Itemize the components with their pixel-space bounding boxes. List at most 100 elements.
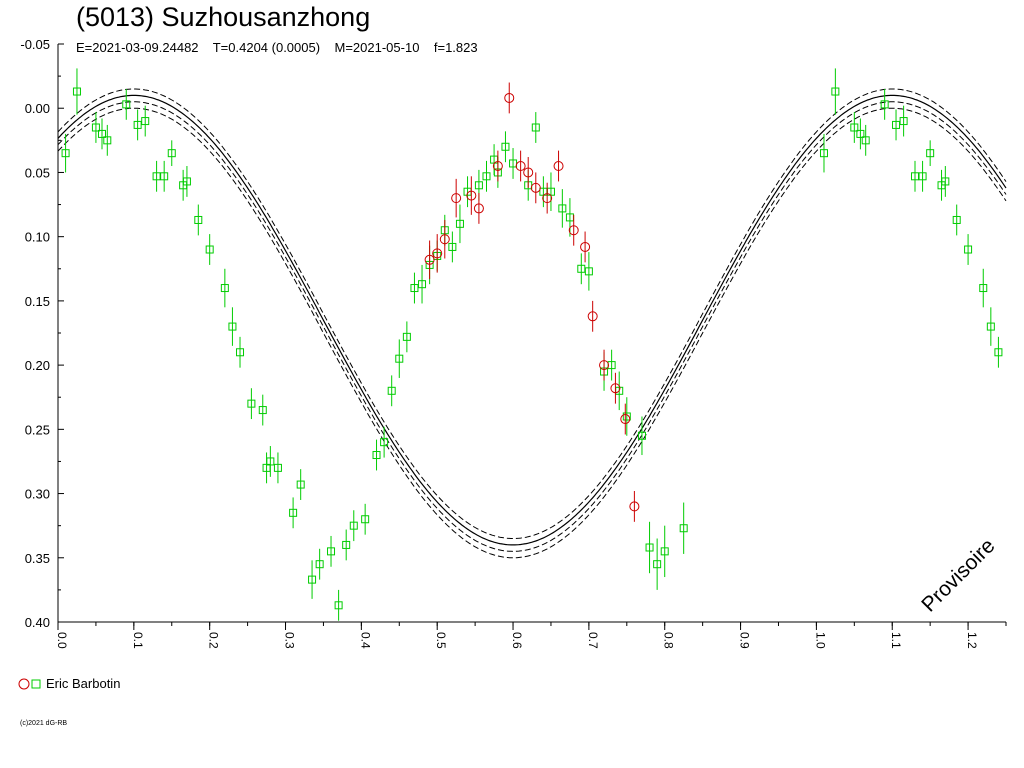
y-tick-label: 0.05: [25, 165, 50, 180]
data-point-square: [228, 307, 237, 346]
data-point-square: [182, 166, 191, 197]
data-point-square: [372, 439, 381, 471]
y-tick-label: -0.05: [20, 37, 50, 52]
y-tick-label: 0.00: [25, 101, 50, 116]
data-point-square: [899, 105, 908, 137]
data-point-square: [926, 140, 935, 167]
data-points: [61, 68, 1003, 621]
data-point-square: [660, 525, 669, 578]
chart-subtitle: E=2021-03-09.24482 T=0.4204 (0.0005) M=2…: [76, 40, 478, 55]
data-point-circle: [542, 182, 553, 214]
data-point-square: [410, 272, 419, 304]
data-point-circle: [580, 231, 591, 263]
data-point-circle: [439, 219, 450, 259]
data-point-circle: [466, 176, 477, 215]
x-tick-label: 0.3: [283, 632, 297, 649]
data-point-square: [565, 198, 574, 237]
x-tick-label: 1.1: [889, 632, 903, 649]
chart-title: (5013) Suzhousanzhong: [76, 2, 371, 32]
data-point-square: [194, 204, 203, 236]
data-point-square: [334, 589, 343, 621]
x-tick-label: 1.2: [965, 632, 979, 649]
data-point-square: [653, 538, 662, 590]
model-uncertainty-curve: [57, 107, 1007, 559]
data-point-square: [918, 160, 927, 192]
data-point-circle: [424, 240, 435, 280]
data-point-circle: [599, 349, 610, 381]
data-point-square: [342, 529, 351, 561]
provisional-watermark: Provisoire: [917, 534, 999, 616]
data-point-square: [622, 397, 631, 436]
y-tick-label: 0.40: [25, 615, 50, 630]
data-point-circle: [451, 178, 462, 218]
data-point-square: [941, 166, 950, 197]
x-tick-label: 0.9: [738, 632, 752, 649]
data-point-square: [266, 446, 275, 477]
data-point-square: [577, 253, 586, 285]
data-point-square: [296, 469, 305, 500]
data-point-square: [308, 560, 317, 599]
data-point-square: [979, 268, 988, 308]
data-point-square: [72, 68, 81, 115]
x-tick-label: 1.0: [813, 632, 827, 649]
data-point-square: [679, 502, 688, 554]
data-point-square: [133, 109, 142, 141]
data-point-square: [546, 172, 555, 211]
y-tick-label: 0.30: [25, 487, 50, 502]
x-tick-label: 0.8: [662, 632, 676, 649]
y-tick-label: 0.20: [25, 358, 50, 373]
legend-marker-icon: [18, 678, 41, 689]
data-point-square: [349, 510, 358, 542]
data-point-square: [236, 336, 245, 368]
data-point-circle: [620, 403, 631, 435]
data-point-circle: [629, 490, 640, 522]
model-uncertainty-curve: [57, 101, 1007, 552]
data-point-square: [402, 321, 411, 353]
data-point-circle: [473, 192, 484, 224]
data-point-square: [892, 109, 901, 141]
copyright-text: (c)2021 dG-RB: [20, 720, 68, 727]
x-tick-label: 0.2: [207, 632, 221, 649]
plot-axes: -0.05 0.00 0.05 0.10 0.15 0.20 0.25 0.30 0.35 0.4…: [20, 37, 1007, 649]
data-point-square: [482, 160, 491, 192]
data-point-circle: [523, 157, 534, 188]
data-point-circle: [568, 214, 579, 246]
data-point-circle: [587, 300, 598, 332]
data-point-square: [850, 112, 859, 143]
data-point-square: [607, 349, 616, 381]
data-point-square: [861, 124, 870, 156]
data-point-circle: [515, 150, 526, 182]
data-point-circle: [553, 150, 564, 182]
data-point-square: [994, 336, 1003, 368]
data-point-square: [152, 160, 161, 192]
model-uncertainty-curve: [57, 88, 1007, 539]
data-point-square: [160, 160, 169, 192]
data-point-square: [880, 88, 889, 120]
data-point-circle: [530, 172, 541, 204]
data-point-square: [141, 105, 150, 137]
data-point-square: [315, 548, 324, 580]
data-point-square: [97, 118, 106, 150]
data-point-square: [584, 252, 593, 291]
y-tick-label: 0.15: [25, 294, 50, 309]
data-point-square: [167, 140, 176, 167]
model-curve: [57, 94, 1007, 546]
y-tick-label: 0.10: [25, 230, 50, 245]
legend-label: Eric Barbotin: [46, 676, 121, 691]
data-point-square: [247, 388, 256, 420]
data-point-circle: [492, 150, 503, 182]
x-tick-label: 0.4: [358, 632, 372, 649]
x-tick-label: 0.7: [586, 632, 600, 649]
data-point-square: [455, 204, 464, 244]
data-point-square: [501, 131, 510, 163]
data-point-square: [205, 234, 214, 265]
legend: Eric Barbotin: [18, 676, 120, 691]
data-point-square: [531, 112, 540, 143]
data-point-square: [819, 133, 828, 173]
data-point-square: [387, 375, 396, 407]
data-point-square: [986, 307, 995, 346]
data-point-square: [856, 118, 865, 150]
x-tick-label: 0.6: [510, 632, 524, 649]
data-point-square: [258, 394, 267, 426]
